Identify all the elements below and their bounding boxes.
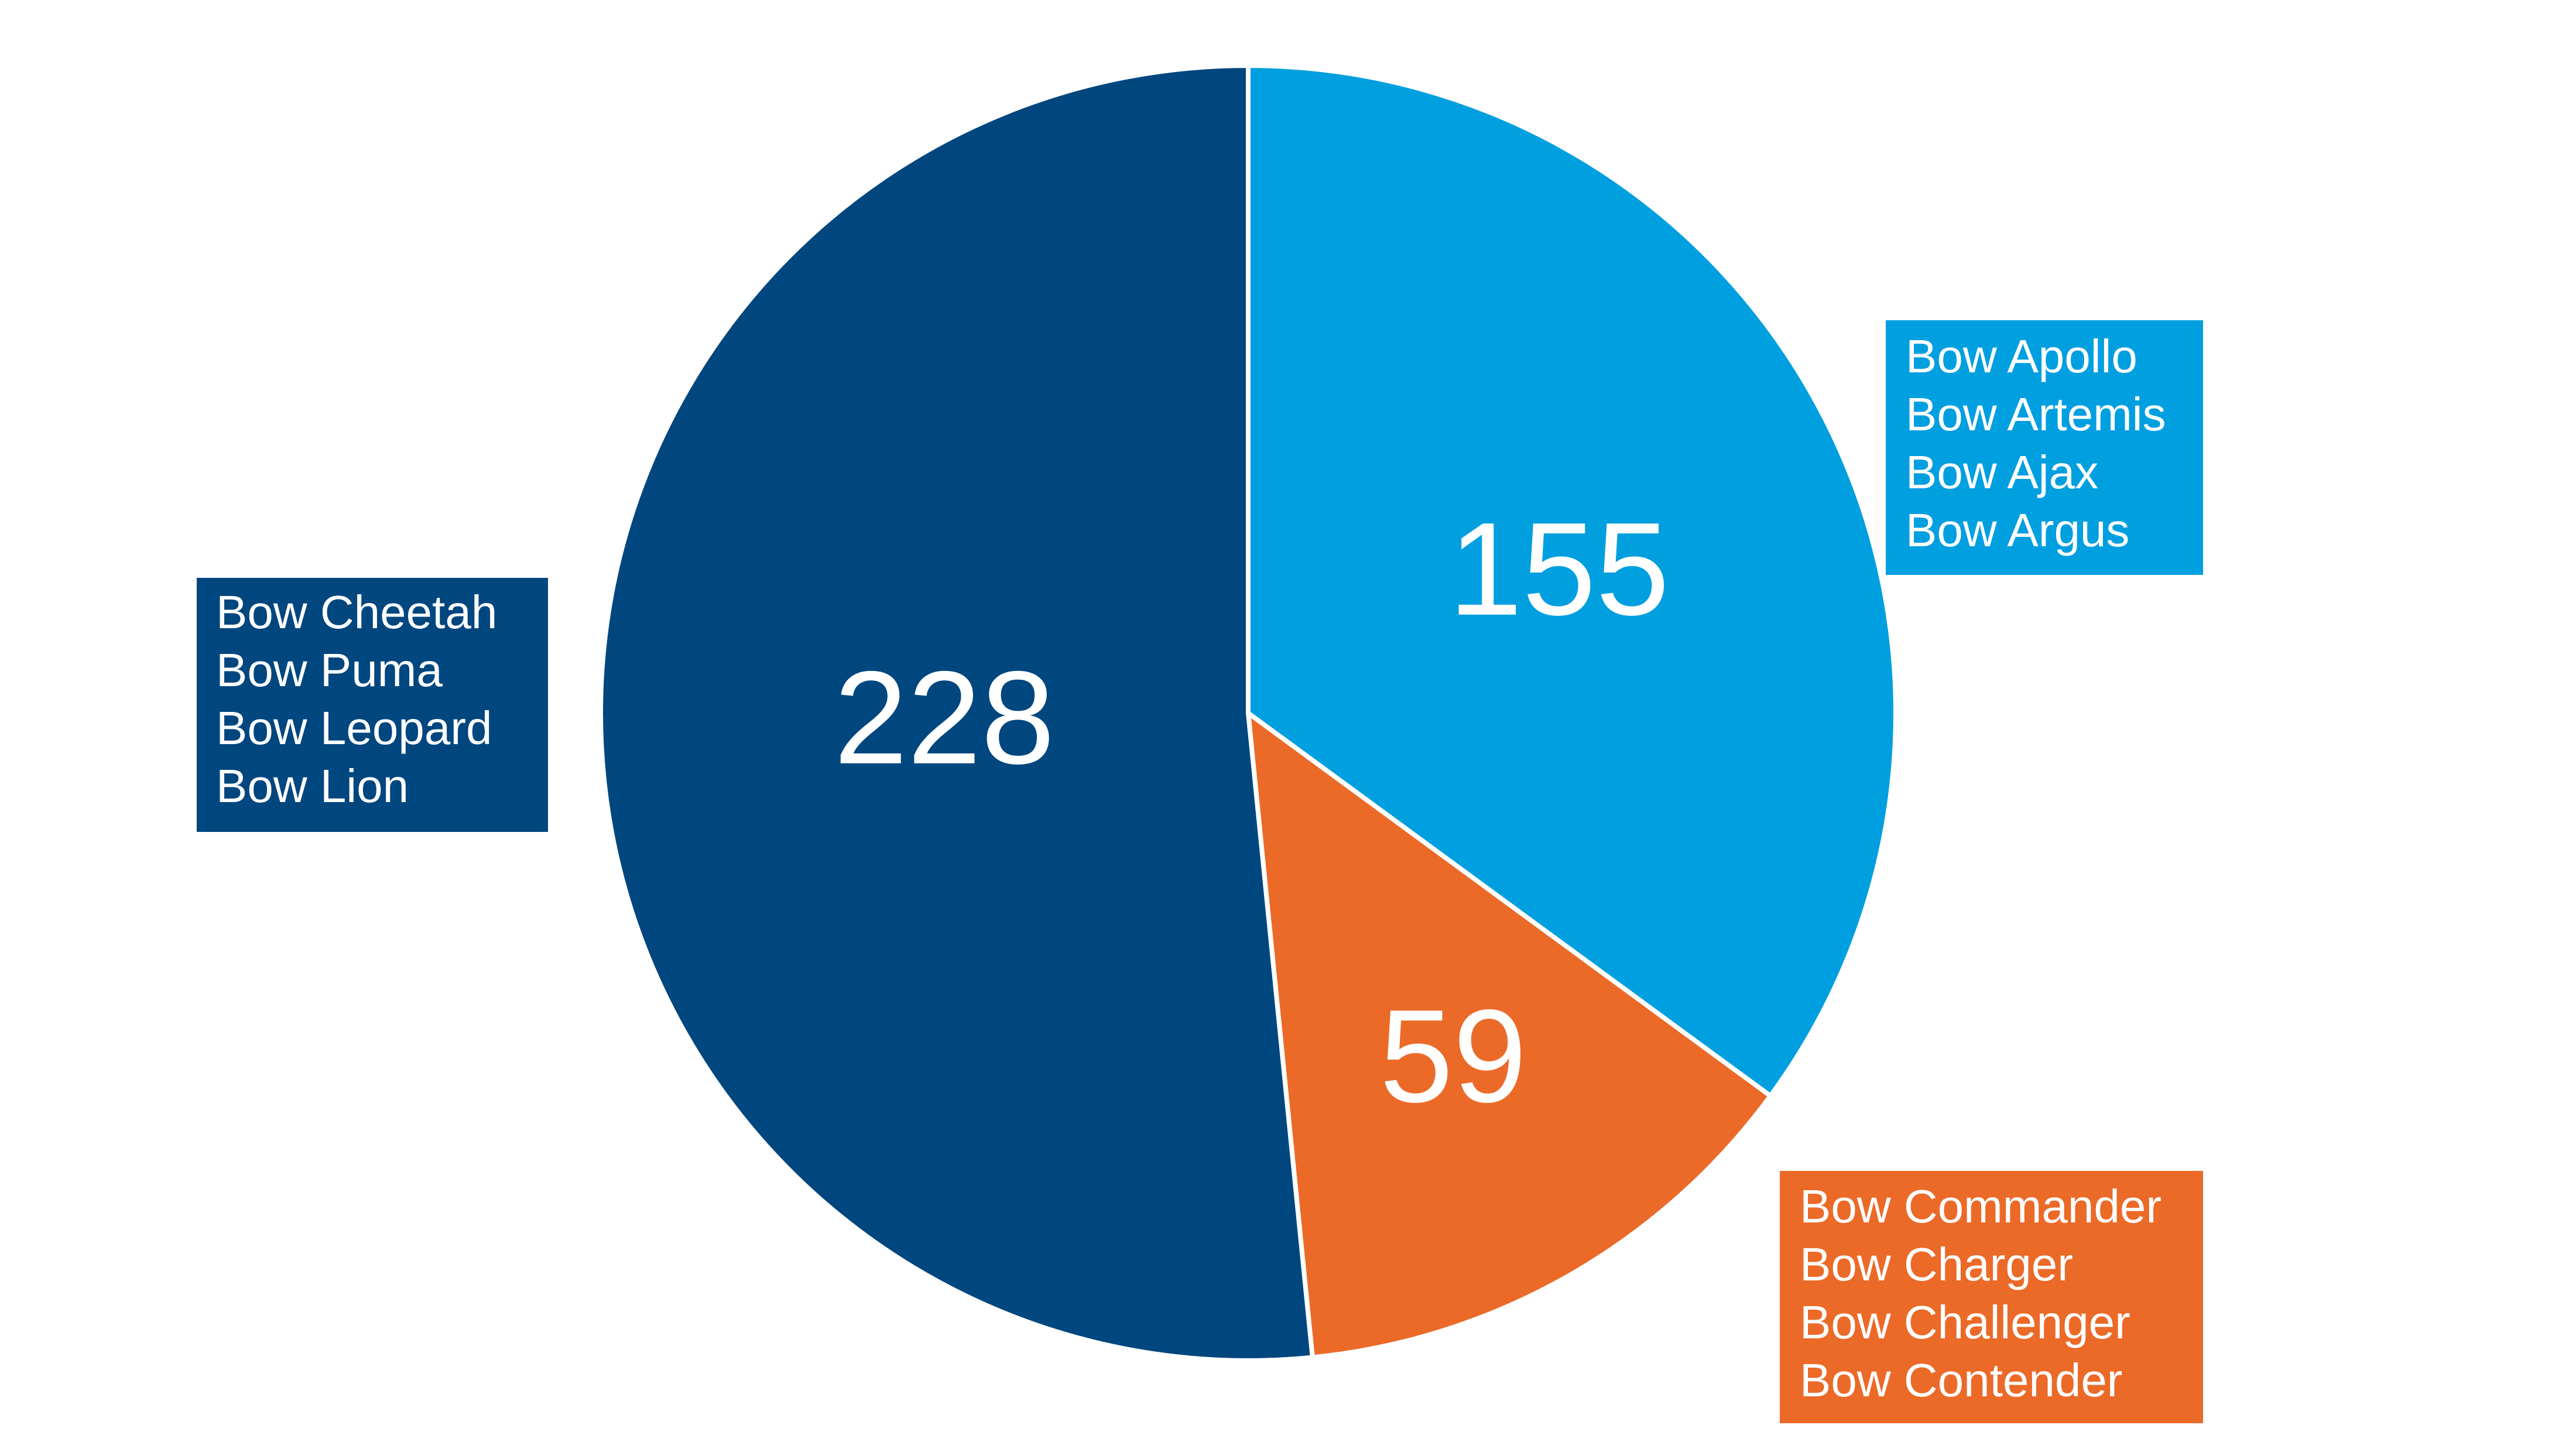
- value-label: 59: [1379, 982, 1526, 1130]
- legend-label: Bow Argus: [1906, 504, 2129, 556]
- legend-box: [1886, 320, 2203, 575]
- legend-label: Bow Artemis: [1906, 388, 2166, 440]
- legend-label: Bow Commander: [1800, 1180, 2161, 1232]
- legend-box: [197, 578, 548, 832]
- pie-slice: [598, 63, 1315, 1363]
- legend-label: Bow Ajax: [1906, 446, 2098, 498]
- legend-label: Bow Cheetah: [216, 586, 497, 638]
- legend-label: Bow Apollo: [1906, 330, 2137, 382]
- legend-label: Bow Charger: [1800, 1238, 2073, 1290]
- legend-label: Bow Challenger: [1800, 1296, 2130, 1348]
- legend-label: Bow Leopard: [216, 702, 492, 754]
- pie-slice: [1246, 63, 1898, 1098]
- legend-label: Bow Puma: [216, 644, 443, 696]
- pie-slice: [1246, 711, 1773, 1360]
- legend-label: Bow Lion: [216, 760, 409, 812]
- legend-label: Bow Contender: [1800, 1354, 2122, 1406]
- value-label: 155: [1448, 495, 1669, 643]
- legend-box: [1780, 1171, 2203, 1423]
- value-label: 228: [834, 643, 1054, 792]
